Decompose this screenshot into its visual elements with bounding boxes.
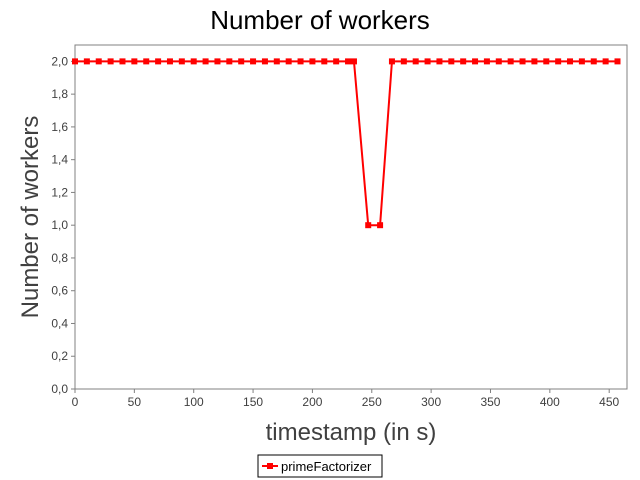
data-point [238,58,245,65]
data-point [226,58,233,65]
y-tick-label: 0,8 [51,251,68,265]
data-point [119,58,126,65]
data-point [143,58,150,65]
data-point [519,58,526,65]
data-point [345,58,352,65]
x-tick-label: 200 [302,395,322,409]
data-point [155,58,162,65]
data-point [507,58,514,65]
data-point [350,58,357,65]
plot-area [74,44,628,390]
data-point [590,58,597,65]
x-tick-label: 150 [243,395,263,409]
y-tick-label: 1,6 [51,120,68,134]
legend-box [257,454,383,478]
legend: primeFactorizer [257,454,383,478]
data-point [377,222,384,229]
data-point [412,58,419,65]
data-point [178,58,185,65]
x-tick-label: 400 [540,395,560,409]
data-point [107,58,114,65]
x-tick-label: 450 [599,395,619,409]
x-tick-label: 250 [362,395,382,409]
data-point [448,58,455,65]
y-tick-label: 2,0 [51,54,68,68]
x-tick-label: 300 [421,395,441,409]
data-point [166,58,173,65]
x-tick-label: 0 [72,395,79,409]
data-point [72,58,78,65]
y-tick-label: 0,6 [51,284,68,298]
chart-title: Number of workers [210,5,430,35]
data-point [543,58,550,65]
x-tick-label: 100 [184,395,204,409]
y-tick-label: 1,4 [51,153,68,167]
data-point [202,58,209,65]
x-tick-label: 50 [128,395,142,409]
x-axis-label: timestamp (in s) [266,419,437,446]
y-tick-label: 0,2 [51,349,68,363]
data-point [614,58,621,65]
x-tick-label: 350 [480,395,500,409]
y-tick-label: 1,0 [51,218,68,232]
y-tick-label: 0,0 [51,382,68,396]
data-point [555,58,562,65]
legend-entry-label: primeFactorizer [281,459,372,474]
y-axis-label: Number of workers [17,116,44,319]
x-axis: 0 50 100 150 200 250 300 350 400 450 [72,389,620,409]
data-point [261,58,268,65]
data-point [388,58,395,65]
data-point [495,58,502,65]
data-point [285,58,292,65]
y-tick-label: 1,8 [51,87,68,101]
data-point [567,58,574,65]
data-point [436,58,443,65]
data-point [400,58,407,65]
data-point [321,58,328,65]
data-point [250,58,257,65]
data-point [214,58,221,65]
series-layer [72,58,621,229]
data-point [424,58,431,65]
data-point [297,58,304,65]
y-axis: 0,0 0,2 0,4 0,6 0,8 1,0 1,2 1,4 1,6 1,8 2,0 [51,54,75,396]
legend-marker-swatch [267,463,273,469]
data-point [95,58,102,65]
y-tick-label: 1,2 [51,185,68,199]
data-point [131,58,138,65]
data-point [602,58,609,65]
data-point [273,58,280,65]
data-point [578,58,585,65]
data-point [460,58,467,65]
data-point [309,58,316,65]
data-point [531,58,538,65]
data-point [472,58,479,65]
data-point [483,58,490,65]
data-point [190,58,197,65]
data-point [365,222,372,229]
y-tick-label: 0,4 [51,316,68,330]
data-point [83,58,90,65]
data-point [333,58,340,65]
